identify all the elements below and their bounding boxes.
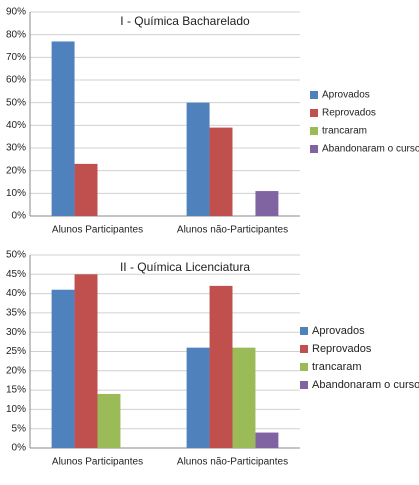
legend-label: Abandonaram o curso (322, 144, 419, 155)
bar (255, 432, 279, 448)
y-tick-label: 70% (6, 52, 26, 63)
y-tick-label: 45% (6, 269, 26, 280)
chart-title: II - Química Licenciatura (120, 260, 250, 274)
y-tick-label: 5% (12, 423, 27, 434)
legend-swatch (310, 127, 318, 135)
bar (51, 41, 75, 216)
bar (186, 347, 210, 448)
legend-swatch (310, 109, 318, 117)
legend-label: Aprovados (322, 90, 370, 101)
legend-label: Reprovados (312, 343, 372, 355)
x-tick-label: Alunos não-Participantes (177, 225, 288, 236)
y-tick-label: 50% (6, 97, 26, 108)
bar (97, 393, 121, 448)
bar (232, 347, 256, 448)
legend-label: trancaram (312, 361, 362, 373)
x-tick-label: Alunos Participantes (52, 457, 143, 468)
legend-swatch (310, 145, 318, 153)
y-tick-label: 0% (12, 443, 27, 454)
y-tick-label: 80% (6, 29, 26, 40)
y-tick-label: 40% (6, 288, 26, 299)
chart-title: I - Química Bacharelado (120, 14, 250, 28)
y-tick-label: 0% (12, 211, 27, 222)
bar (51, 289, 75, 448)
legend-label: Abandonaram o curso (312, 379, 419, 391)
x-tick-label: Alunos Participantes (52, 225, 143, 236)
legend-label: trancaram (322, 126, 367, 137)
legend-swatch (300, 345, 308, 353)
y-tick-label: 20% (6, 165, 26, 176)
y-tick-label: 30% (6, 143, 26, 154)
y-tick-label: 35% (6, 308, 26, 319)
x-tick-label: Alunos não-Participantes (177, 457, 288, 468)
bar (74, 274, 98, 448)
y-tick-label: 90% (6, 7, 26, 18)
bar (209, 127, 233, 216)
bar (74, 163, 98, 216)
legend-swatch (300, 363, 308, 371)
legend-swatch (300, 327, 308, 335)
y-tick-label: 30% (6, 327, 26, 338)
y-tick-label: 10% (6, 188, 26, 199)
legend-swatch (310, 91, 318, 99)
y-tick-label: 40% (6, 120, 26, 131)
legend-label: Reprovados (322, 108, 376, 119)
y-tick-label: 60% (6, 75, 26, 86)
y-tick-label: 25% (6, 346, 26, 357)
legend-label: Aprovados (312, 325, 365, 337)
bar (255, 191, 279, 216)
y-tick-label: 20% (6, 365, 26, 376)
y-tick-label: 15% (6, 385, 26, 396)
bar (209, 285, 233, 448)
y-tick-label: 50% (6, 250, 26, 261)
bar (186, 102, 210, 216)
legend-swatch (300, 381, 308, 389)
y-tick-label: 10% (6, 404, 26, 415)
